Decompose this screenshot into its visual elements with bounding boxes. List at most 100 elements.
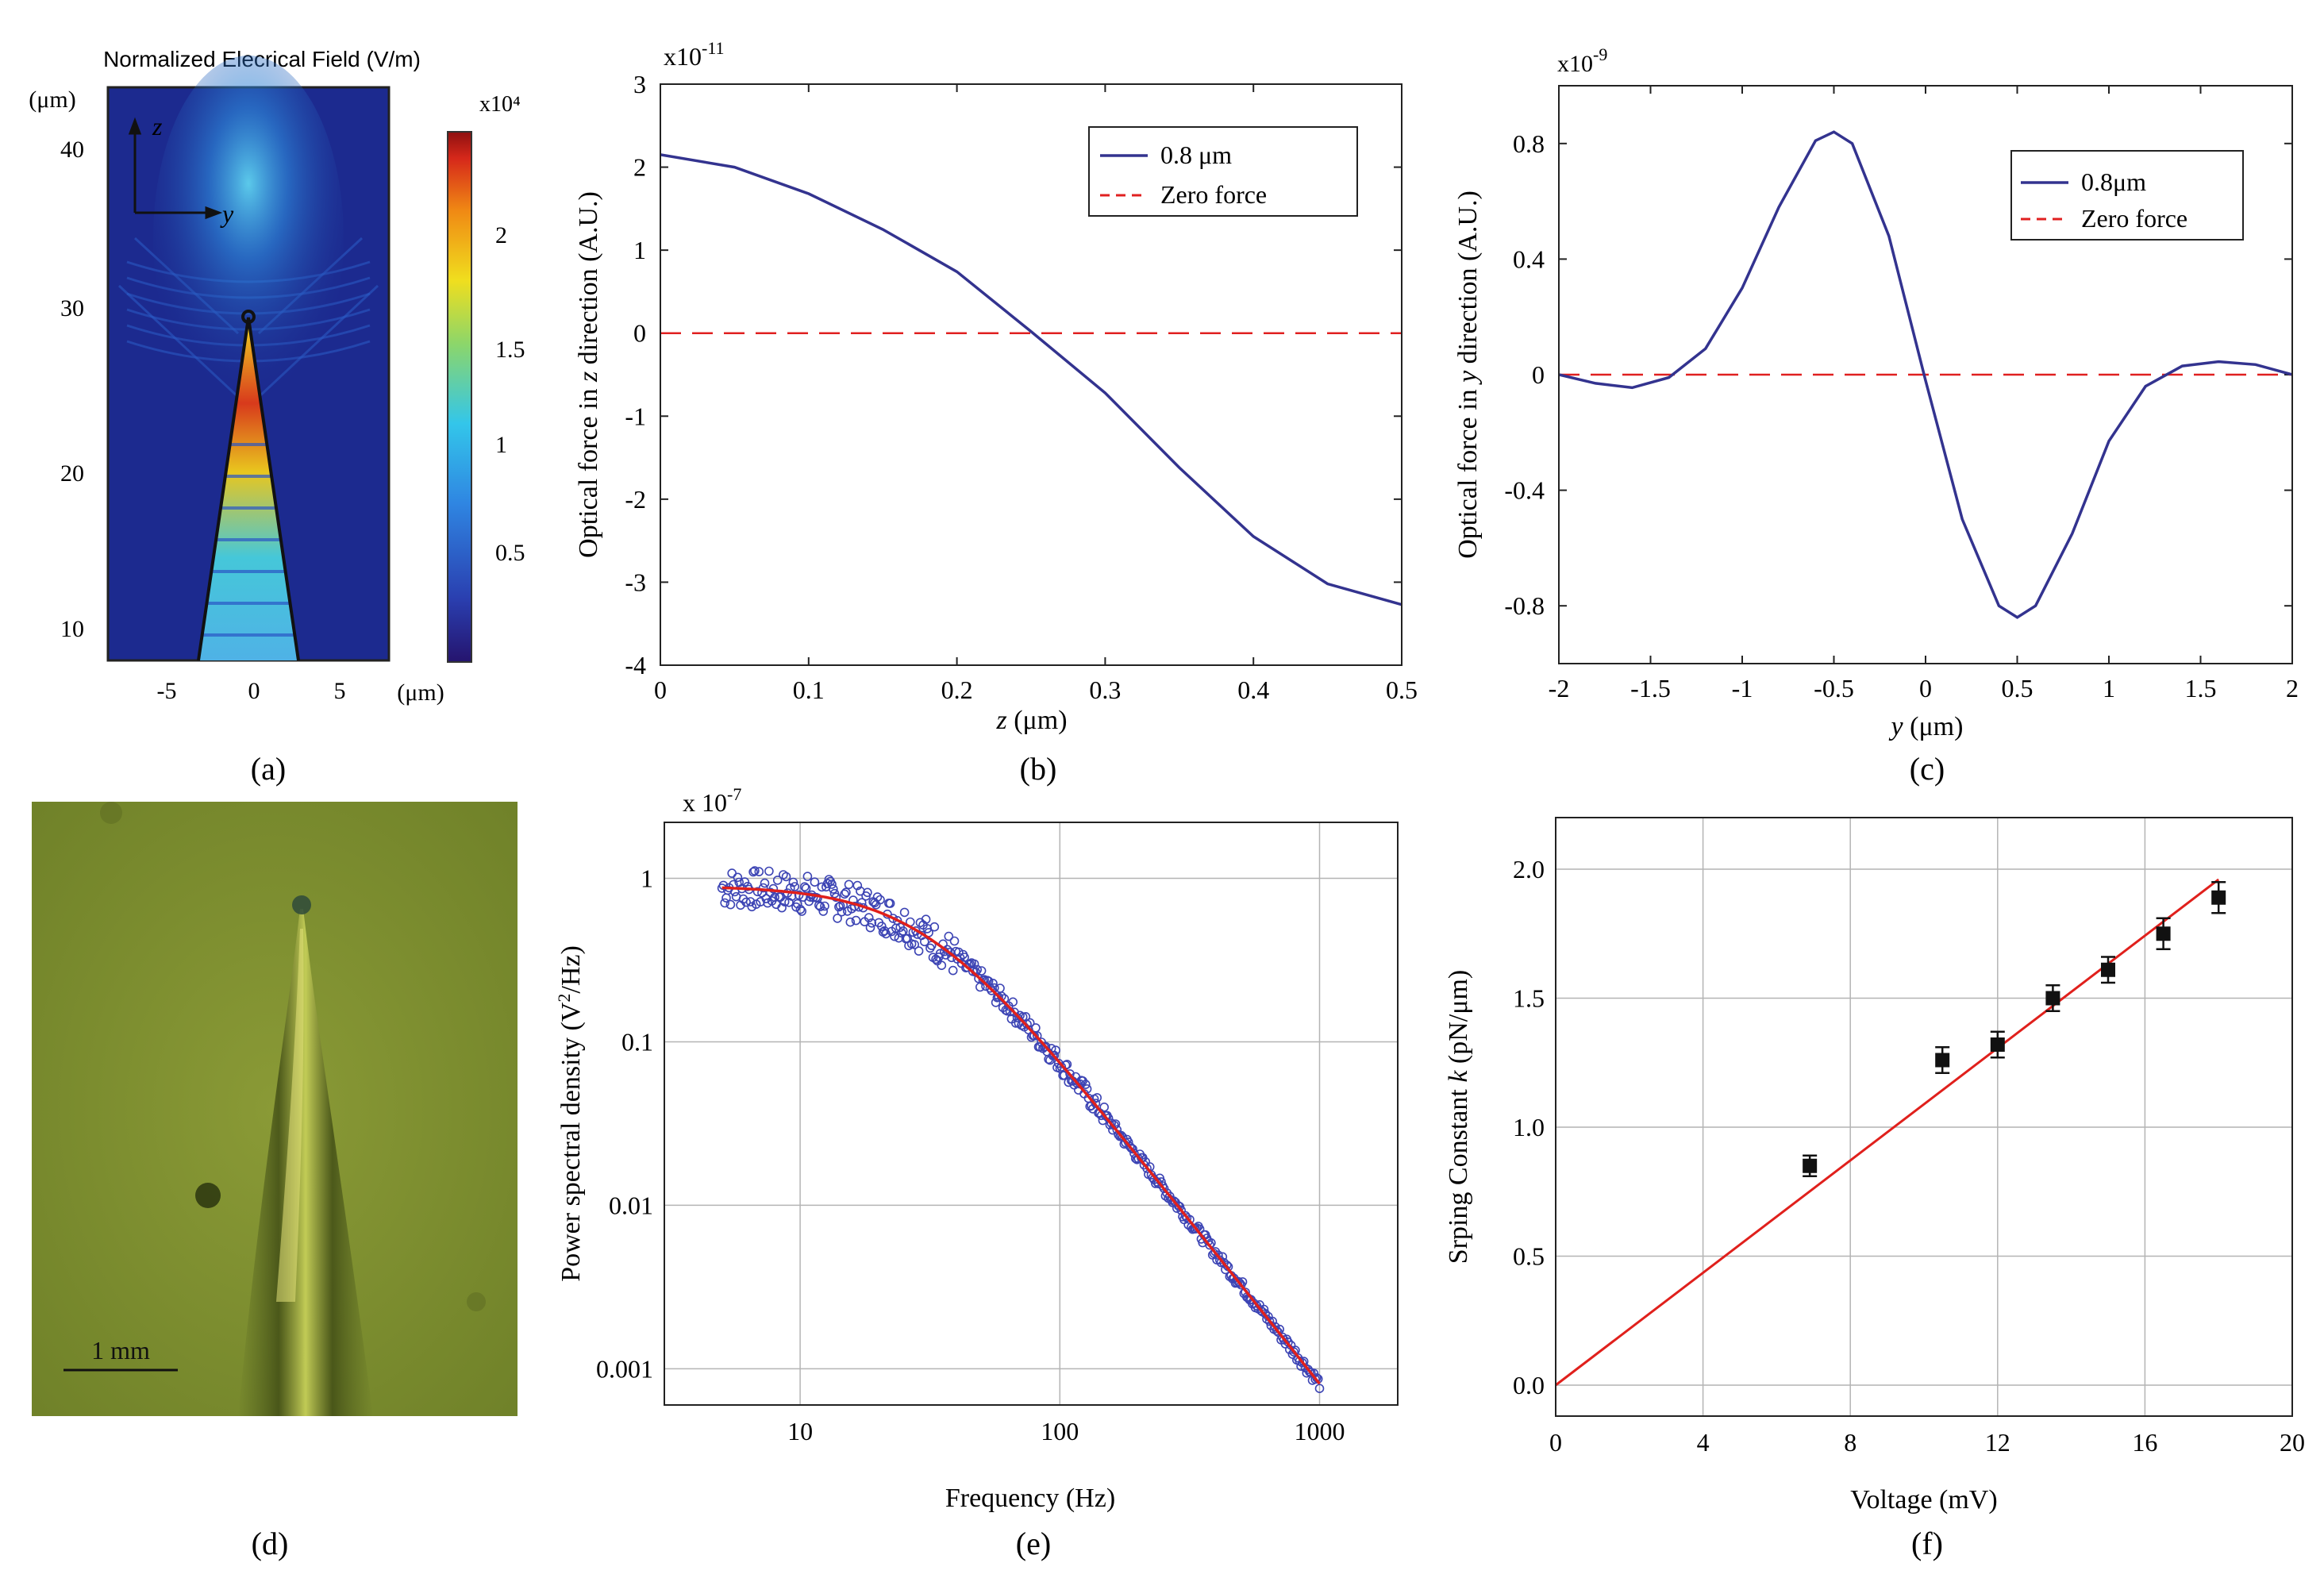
psd-point (935, 949, 945, 959)
legend-label-b-0: 0.8 μm (1160, 140, 1232, 169)
trapped-particle-marker (241, 310, 256, 324)
psd-point (764, 866, 774, 876)
psd-point (948, 965, 958, 976)
y-tick-label: 1 (641, 864, 653, 893)
panel-f-xlabel: Voltage (mV) (1850, 1485, 1997, 1515)
psd-point (920, 937, 929, 947)
psd-point (914, 946, 924, 956)
psd-point (795, 904, 806, 914)
x-tick-label: -2 (1549, 674, 1570, 702)
psd-point (741, 897, 751, 907)
psd-point (1125, 1141, 1135, 1151)
psd-point (727, 868, 737, 878)
psd-point (841, 887, 851, 897)
psd-point (837, 906, 847, 917)
cbar-tick-2: 2 (495, 222, 507, 248)
fiber-tip-outline (197, 317, 300, 661)
x-tick-label: 2 (2286, 674, 2299, 702)
panel-e-ylabel: Power spectral density (V2/Hz) (554, 945, 586, 1282)
x-tick-label: 1.5 (2185, 674, 2217, 702)
psd-point (976, 966, 987, 976)
x-tick-label: 1 (2103, 674, 2115, 702)
psd-point (820, 901, 829, 911)
panel-label-f: (f) (1911, 1526, 1943, 1561)
psd-point (790, 882, 800, 891)
legend-label-c-0: 0.8μm (2081, 167, 2146, 196)
x-tick-label: 0.1 (793, 676, 825, 704)
axis-z-label: z (152, 112, 163, 140)
psd-point (867, 918, 877, 928)
psd-point (1025, 1018, 1035, 1028)
y-tick-label: 1.0 (1513, 1113, 1545, 1141)
panel-e-axes-box (664, 822, 1399, 1406)
psd-point (1041, 1041, 1051, 1052)
psd-point (1314, 1384, 1325, 1393)
y-tick-20: 20 (60, 460, 84, 487)
data-point (2156, 926, 2171, 941)
fiber-core-highlight (276, 929, 304, 1302)
x-tick-label: 0 (1549, 1428, 1562, 1457)
psd-point (974, 974, 983, 983)
cbar-tick-0-5: 0.5 (495, 540, 525, 566)
panel-a-y-unit: (μm) (29, 87, 75, 113)
psd-point (894, 933, 904, 943)
psd-point (885, 899, 895, 908)
psd-point (1092, 1093, 1102, 1103)
panel-e-grid-ticks: 10 100 1000 1 0.1 0.01 0.001 (596, 822, 1398, 1445)
y-tick-label: -1 (625, 402, 646, 430)
psd-point (760, 878, 770, 888)
x-tick-label: 0 (654, 676, 667, 704)
panel-b-ylabel: Optical force in z direction (A.U.) (574, 191, 603, 558)
psd-point (827, 880, 837, 889)
psd-point (772, 876, 783, 885)
panel-c-legend: 0.8μm Zero force (2010, 150, 2244, 241)
panel-c-chart: -2 -1.5 -1 -0.5 0 0.5 1 1.5 2 0.8 0.4 0 -0.4 -0.8 x10… (1453, 44, 2299, 741)
x-tick-label: 100 (1041, 1417, 1079, 1445)
panel-b-ticks: 0 0.1 0.2 0.3 0.4 0.5 -4 -3 -2 -1 0 1 2 3 (625, 70, 1418, 704)
y-tick-label: 1.5 (1513, 984, 1545, 1013)
y-tick-label: 0.4 (1513, 244, 1545, 273)
panel-a-x-unit: (μm) (397, 679, 444, 706)
psd-point (945, 947, 955, 957)
x-tick-label: 0 (1919, 674, 1932, 702)
spring-constant-points (1803, 881, 2226, 1177)
psd-point (834, 902, 844, 912)
y-tick-30: 30 (60, 295, 84, 321)
psd-point (1191, 1224, 1200, 1234)
cbar-tick-1: 1 (495, 432, 507, 458)
psd-point (1011, 1018, 1021, 1028)
psd-point (1008, 997, 1018, 1007)
x-tick-0: 0 (248, 678, 260, 704)
psd-point (815, 902, 825, 911)
x-tick-label: 16 (2132, 1428, 2157, 1457)
panel-label-e: (e) (1016, 1526, 1051, 1561)
data-point (2211, 890, 2226, 905)
psd-point (781, 872, 791, 882)
panel-c-xlabel: y (μm) (1889, 712, 1964, 741)
data-point (1990, 1037, 2005, 1052)
psd-point (833, 914, 842, 923)
scale-bar-label: 1 mm (91, 1336, 150, 1365)
psd-point (1264, 1316, 1275, 1326)
y-tick-label: 1 (633, 236, 646, 264)
x-tick-label: -1 (1732, 674, 1753, 702)
y-tick-label: 0 (1532, 360, 1545, 389)
y-tick-label: 0.0 (1513, 1371, 1545, 1399)
psd-point (750, 866, 760, 876)
psd-point (824, 875, 834, 884)
panel-b-legend: 0.8 μm Zero force (1088, 126, 1358, 217)
psd-point (761, 894, 771, 903)
y-tick-label: -3 (625, 568, 646, 596)
psd-point (802, 872, 813, 881)
psd-point (801, 883, 811, 893)
psd-point (1081, 1080, 1091, 1089)
psd-point (1205, 1240, 1214, 1250)
psd-point (1051, 1045, 1060, 1055)
psd-point (937, 960, 947, 970)
x-tick-label: 0.2 (941, 676, 973, 704)
psd-point (888, 914, 898, 923)
x-tick-label: 0.5 (1386, 676, 1418, 704)
panel-label-a: (a) (251, 751, 286, 787)
panel-f-grid-ticks: 0 4 8 12 16 20 0.0 0.5 1.0 1.5 2.0 (1513, 818, 2305, 1457)
cbar-tick-1-5: 1.5 (495, 337, 525, 363)
